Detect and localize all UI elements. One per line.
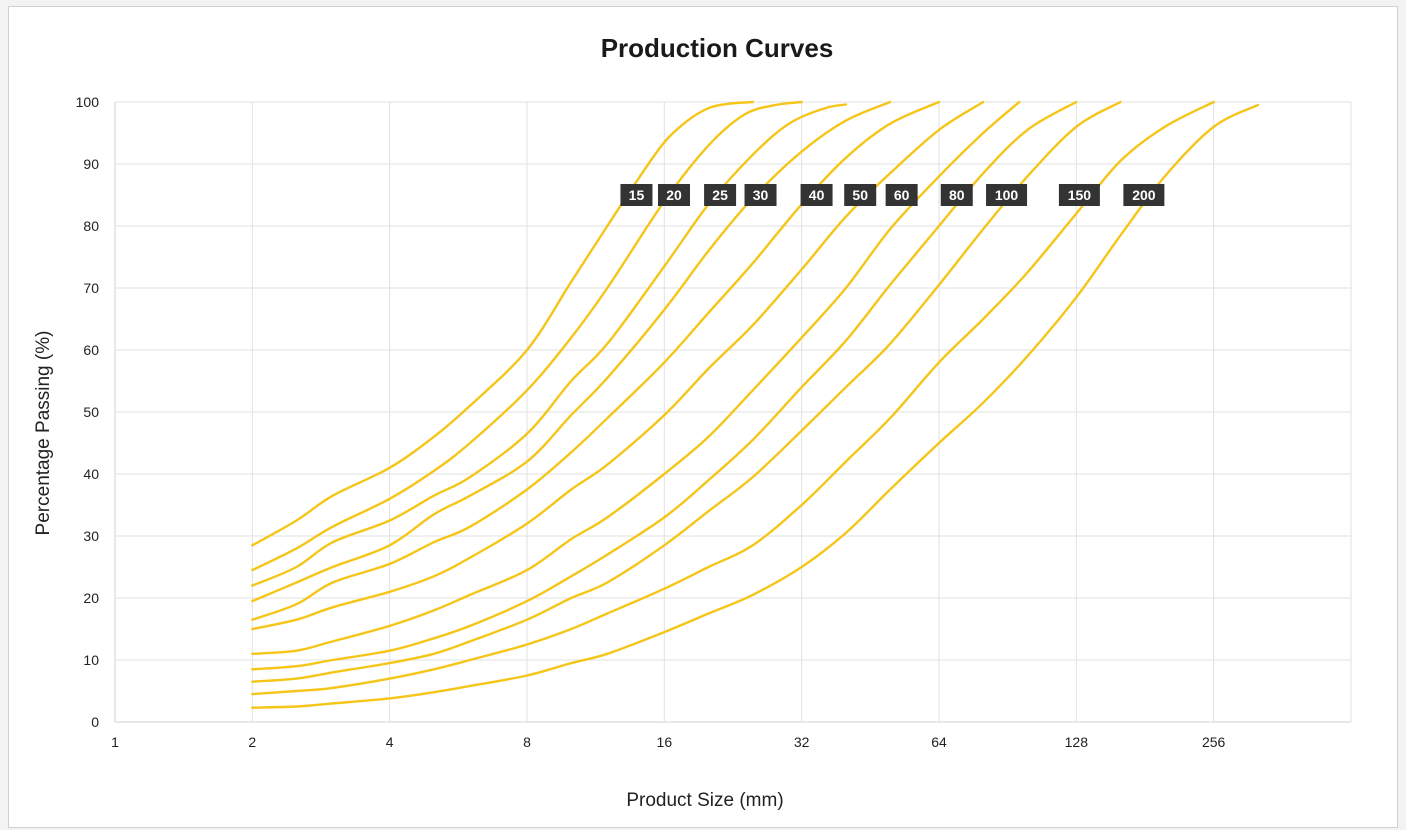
curve-label-text: 30: [753, 187, 769, 203]
curve-label-text: 100: [995, 187, 1019, 203]
curve-label-text: 60: [894, 187, 910, 203]
curve-label-100: 100: [986, 184, 1028, 206]
y-tick-label: 100: [76, 94, 100, 110]
curve-label-text: 20: [666, 187, 682, 203]
curve-labels-layer: 15 20 25 30 40 50 60 80 100 150 200: [620, 184, 1165, 206]
x-axis-label: Product Size (mm): [626, 790, 783, 811]
tick-labels: 0 10 20 30 40 50 60 70 80 90 100 1 2 4 8 16 32 64 128 256: [76, 94, 1226, 750]
x-tick-label: 4: [386, 734, 394, 750]
x-tick-label: 2: [248, 734, 256, 750]
curve-200: [251, 103, 1260, 709]
x-tick-label: 16: [657, 734, 673, 750]
y-tick-label: 70: [83, 280, 99, 296]
curve-label-text: 150: [1068, 187, 1092, 203]
curve-label-25: 25: [704, 184, 737, 206]
y-tick-label: 90: [83, 156, 99, 172]
curve-label-200: 200: [1123, 184, 1165, 206]
y-tick-label: 10: [83, 652, 99, 668]
curve-label-20: 20: [658, 184, 691, 206]
curve-label-150: 150: [1058, 184, 1100, 206]
curve-40: [251, 100, 941, 621]
y-tick-label: 80: [83, 218, 99, 234]
curve-label-box: [986, 184, 1028, 206]
curve-label-text: 200: [1132, 187, 1156, 203]
chart-frame: Production Curves 0 10 20 30 40 50 60 70 80 90 100…: [8, 6, 1398, 828]
curve-label-80: 80: [940, 184, 973, 206]
curve-label-40: 40: [800, 184, 833, 206]
curve-100: [251, 100, 1122, 683]
curve-label-box: [658, 184, 691, 206]
curve-label-box: [844, 184, 877, 206]
x-tick-label: 1: [111, 734, 119, 750]
y-tick-label: 20: [83, 590, 99, 606]
curve-20: [251, 100, 803, 572]
curve-label-box: [620, 184, 653, 206]
curve-label-box: [704, 184, 737, 206]
curve-label-text: 40: [809, 187, 825, 203]
curve-60: [251, 100, 1021, 655]
y-tick-label: 50: [83, 404, 99, 420]
curve-label-text: 80: [949, 187, 965, 203]
curve-80: [251, 100, 1078, 671]
curve-30: [251, 100, 892, 603]
curve-label-box: [885, 184, 918, 206]
y-axis-label: Percentage Passing (%): [33, 331, 54, 536]
curve-15: [251, 100, 754, 547]
curve-label-text: 50: [852, 187, 868, 203]
x-tick-label: 8: [523, 734, 531, 750]
curve-label-box: [940, 184, 973, 206]
chart-title: Production Curves: [601, 33, 834, 63]
curve-label-box: [744, 184, 777, 206]
y-tick-label: 0: [91, 714, 99, 730]
curve-150: [251, 100, 1215, 696]
curve-label-box: [1123, 184, 1165, 206]
x-tick-label: 128: [1065, 734, 1089, 750]
curve-label-15: 15: [620, 184, 653, 206]
curve-label-60: 60: [885, 184, 918, 206]
curve-label-text: 25: [712, 187, 728, 203]
x-tick-label: 64: [931, 734, 947, 750]
y-tick-label: 30: [83, 528, 99, 544]
curve-label-30: 30: [744, 184, 777, 206]
y-tick-label: 40: [83, 466, 99, 482]
curve-label-box: [1058, 184, 1100, 206]
x-tick-label: 32: [794, 734, 810, 750]
production-curves-chart: Production Curves 0 10 20 30 40 50 60 70 80 90 100…: [33, 33, 1352, 811]
curve-label-50: 50: [844, 184, 877, 206]
curve-label-text: 15: [629, 187, 645, 203]
y-tick-label: 60: [83, 342, 99, 358]
curve-25: [251, 103, 848, 587]
curve-label-box: [800, 184, 833, 206]
x-tick-label: 256: [1202, 734, 1226, 750]
